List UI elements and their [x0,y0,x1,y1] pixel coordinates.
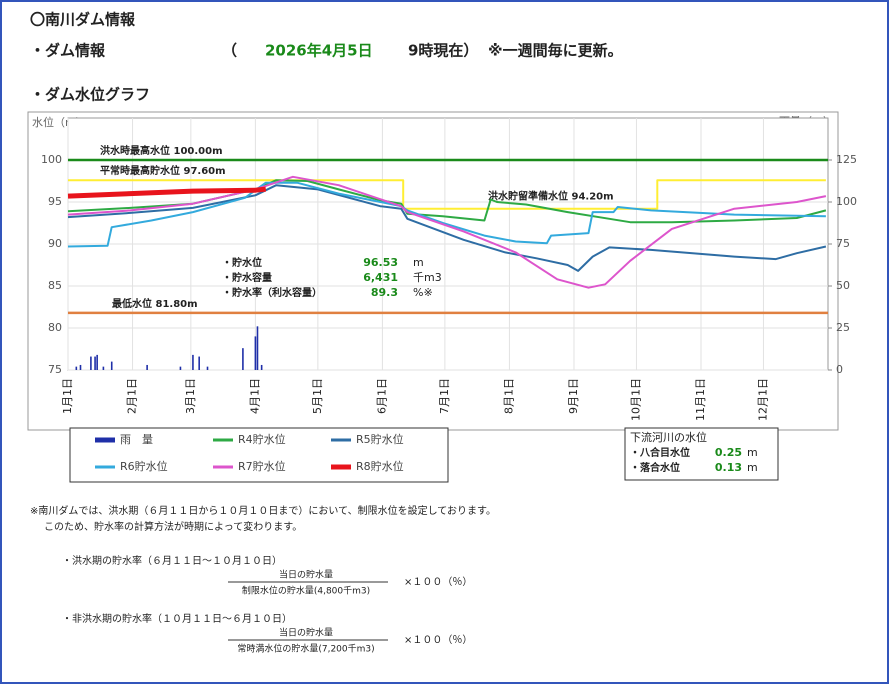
y-tick-label: 95 [48,195,62,208]
x-tick-label: 11月1日 [694,378,707,421]
y-tick-label: 85 [48,279,62,292]
y2-tick-label: 50 [836,279,850,292]
formula-numerator: 当日の貯水量 [279,627,333,639]
water-level-line [67,181,826,248]
rain-bar [110,361,113,370]
formula-denominator: 制限水位の貯水量(4,800千m3) [242,585,370,597]
x-tick-label: 3月1日 [184,378,197,414]
river-label: ・落合水位 [630,461,680,474]
legend-label: R8貯水位 [356,459,404,473]
section-title: ・ダム情報 [30,42,106,60]
legend-label: R6貯水位 [120,459,168,473]
formula-multiplier: ×１００（％） [404,576,472,588]
formula-multiplier: ×１００（％） [404,634,472,646]
rain-bar [146,364,148,370]
rain-bar [260,364,263,370]
info-label: ・貯水位 [222,256,262,269]
x-tick-label: 1月1日 [61,378,74,414]
rain-bar [256,326,259,370]
formula-title: ・洪水期の貯水率（６月１１日～１０月１０日） [62,554,282,567]
reference-label: 洪水時最高水位 100.00m [100,144,223,157]
y-tick-label: 80 [48,321,62,334]
reference-label: 最低水位 81.80m [112,297,198,310]
info-unit: m [413,256,424,269]
info-label: ・貯水率（利水容量） [222,286,322,299]
river-title: 下流河川の水位 [630,430,707,444]
rain-bar [254,336,257,370]
info-unit: 千m3 [413,271,442,284]
water-level-line [68,179,826,210]
legend-label: R4貯水位 [238,432,286,446]
info-value: 96.53 [363,256,398,269]
date: 2026年4月5日 [265,42,373,60]
rain-bar [79,364,82,370]
x-tick-label: 5月1日 [311,378,324,414]
y2-tick-label: 25 [836,321,850,334]
rain-bar [198,356,200,370]
water-level-line [67,179,827,224]
river-box [624,427,779,481]
info-value: 89.3 [371,286,398,299]
rain-bar [75,366,78,370]
y-tick-label: 100 [41,153,62,166]
note: このため、貯水率の計算方法が時期によって変わります。 [44,520,302,533]
x-tick-label: 6月1日 [375,378,388,414]
formula-title: ・非洪水期の貯水率（１０月１１日～６月１０日） [62,612,292,625]
paren: （ [222,42,237,60]
river-value: 0.13 [715,461,742,474]
rain-bar [192,354,194,370]
x-tick-label: 10月1日 [629,378,642,421]
y2-tick-label: 0 [836,363,843,376]
water-level-line [67,186,267,199]
update-note: ※一週間毎に更新。 [488,42,623,60]
rain-bar [179,366,182,370]
formula-denominator: 常時満水位の貯水量(7,200千m3) [237,643,374,655]
rain-bar [206,366,209,370]
reference-label: 平常時最高貯水位 97.60m [100,164,226,177]
legend-label: R7貯水位 [238,459,286,473]
time: 9時現在） [408,42,478,60]
y2-tick-label: 125 [836,153,857,166]
y2-tick-label: 100 [836,195,857,208]
x-tick-label: 8月1日 [502,378,515,414]
x-tick-label: 2月1日 [126,378,139,414]
rain-bar [94,356,96,370]
rain-bar [242,348,244,370]
river-value: 0.25 [715,446,742,459]
info-label: ・貯水容量 [222,271,272,284]
info-value: 6,431 [363,271,398,284]
section-title: ・ダム水位グラフ [30,86,150,104]
y-tick-label: 90 [48,237,62,250]
legend-box [69,427,449,483]
y2-tick-label: 75 [836,237,850,250]
rain-bar [90,356,92,370]
formula-numerator: 当日の貯水量 [279,569,333,581]
page-title: 〇南川ダム情報 [30,11,136,29]
x-tick-label: 4月1日 [248,378,261,414]
rain-bar [102,366,105,370]
note: ※南川ダムでは、洪水期（６月１１日から１０月１０日まで）において、制限水位を設定… [30,504,496,517]
river-label: ・八合目水位 [630,446,690,459]
x-tick-label: 9月1日 [567,378,580,414]
info-unit: %※ [413,286,433,299]
y-tick-label: 75 [48,363,62,376]
legend-label: 雨 量 [120,433,153,446]
river-unit: m [747,446,758,459]
reference-label: 洪水貯留準備水位 94.20m [488,190,614,203]
x-tick-label: 7月1日 [438,378,451,414]
legend-label: R5貯水位 [356,432,404,446]
river-unit: m [747,461,758,474]
x-tick-label: 12月1日 [756,378,769,421]
rain-bar [96,354,98,370]
